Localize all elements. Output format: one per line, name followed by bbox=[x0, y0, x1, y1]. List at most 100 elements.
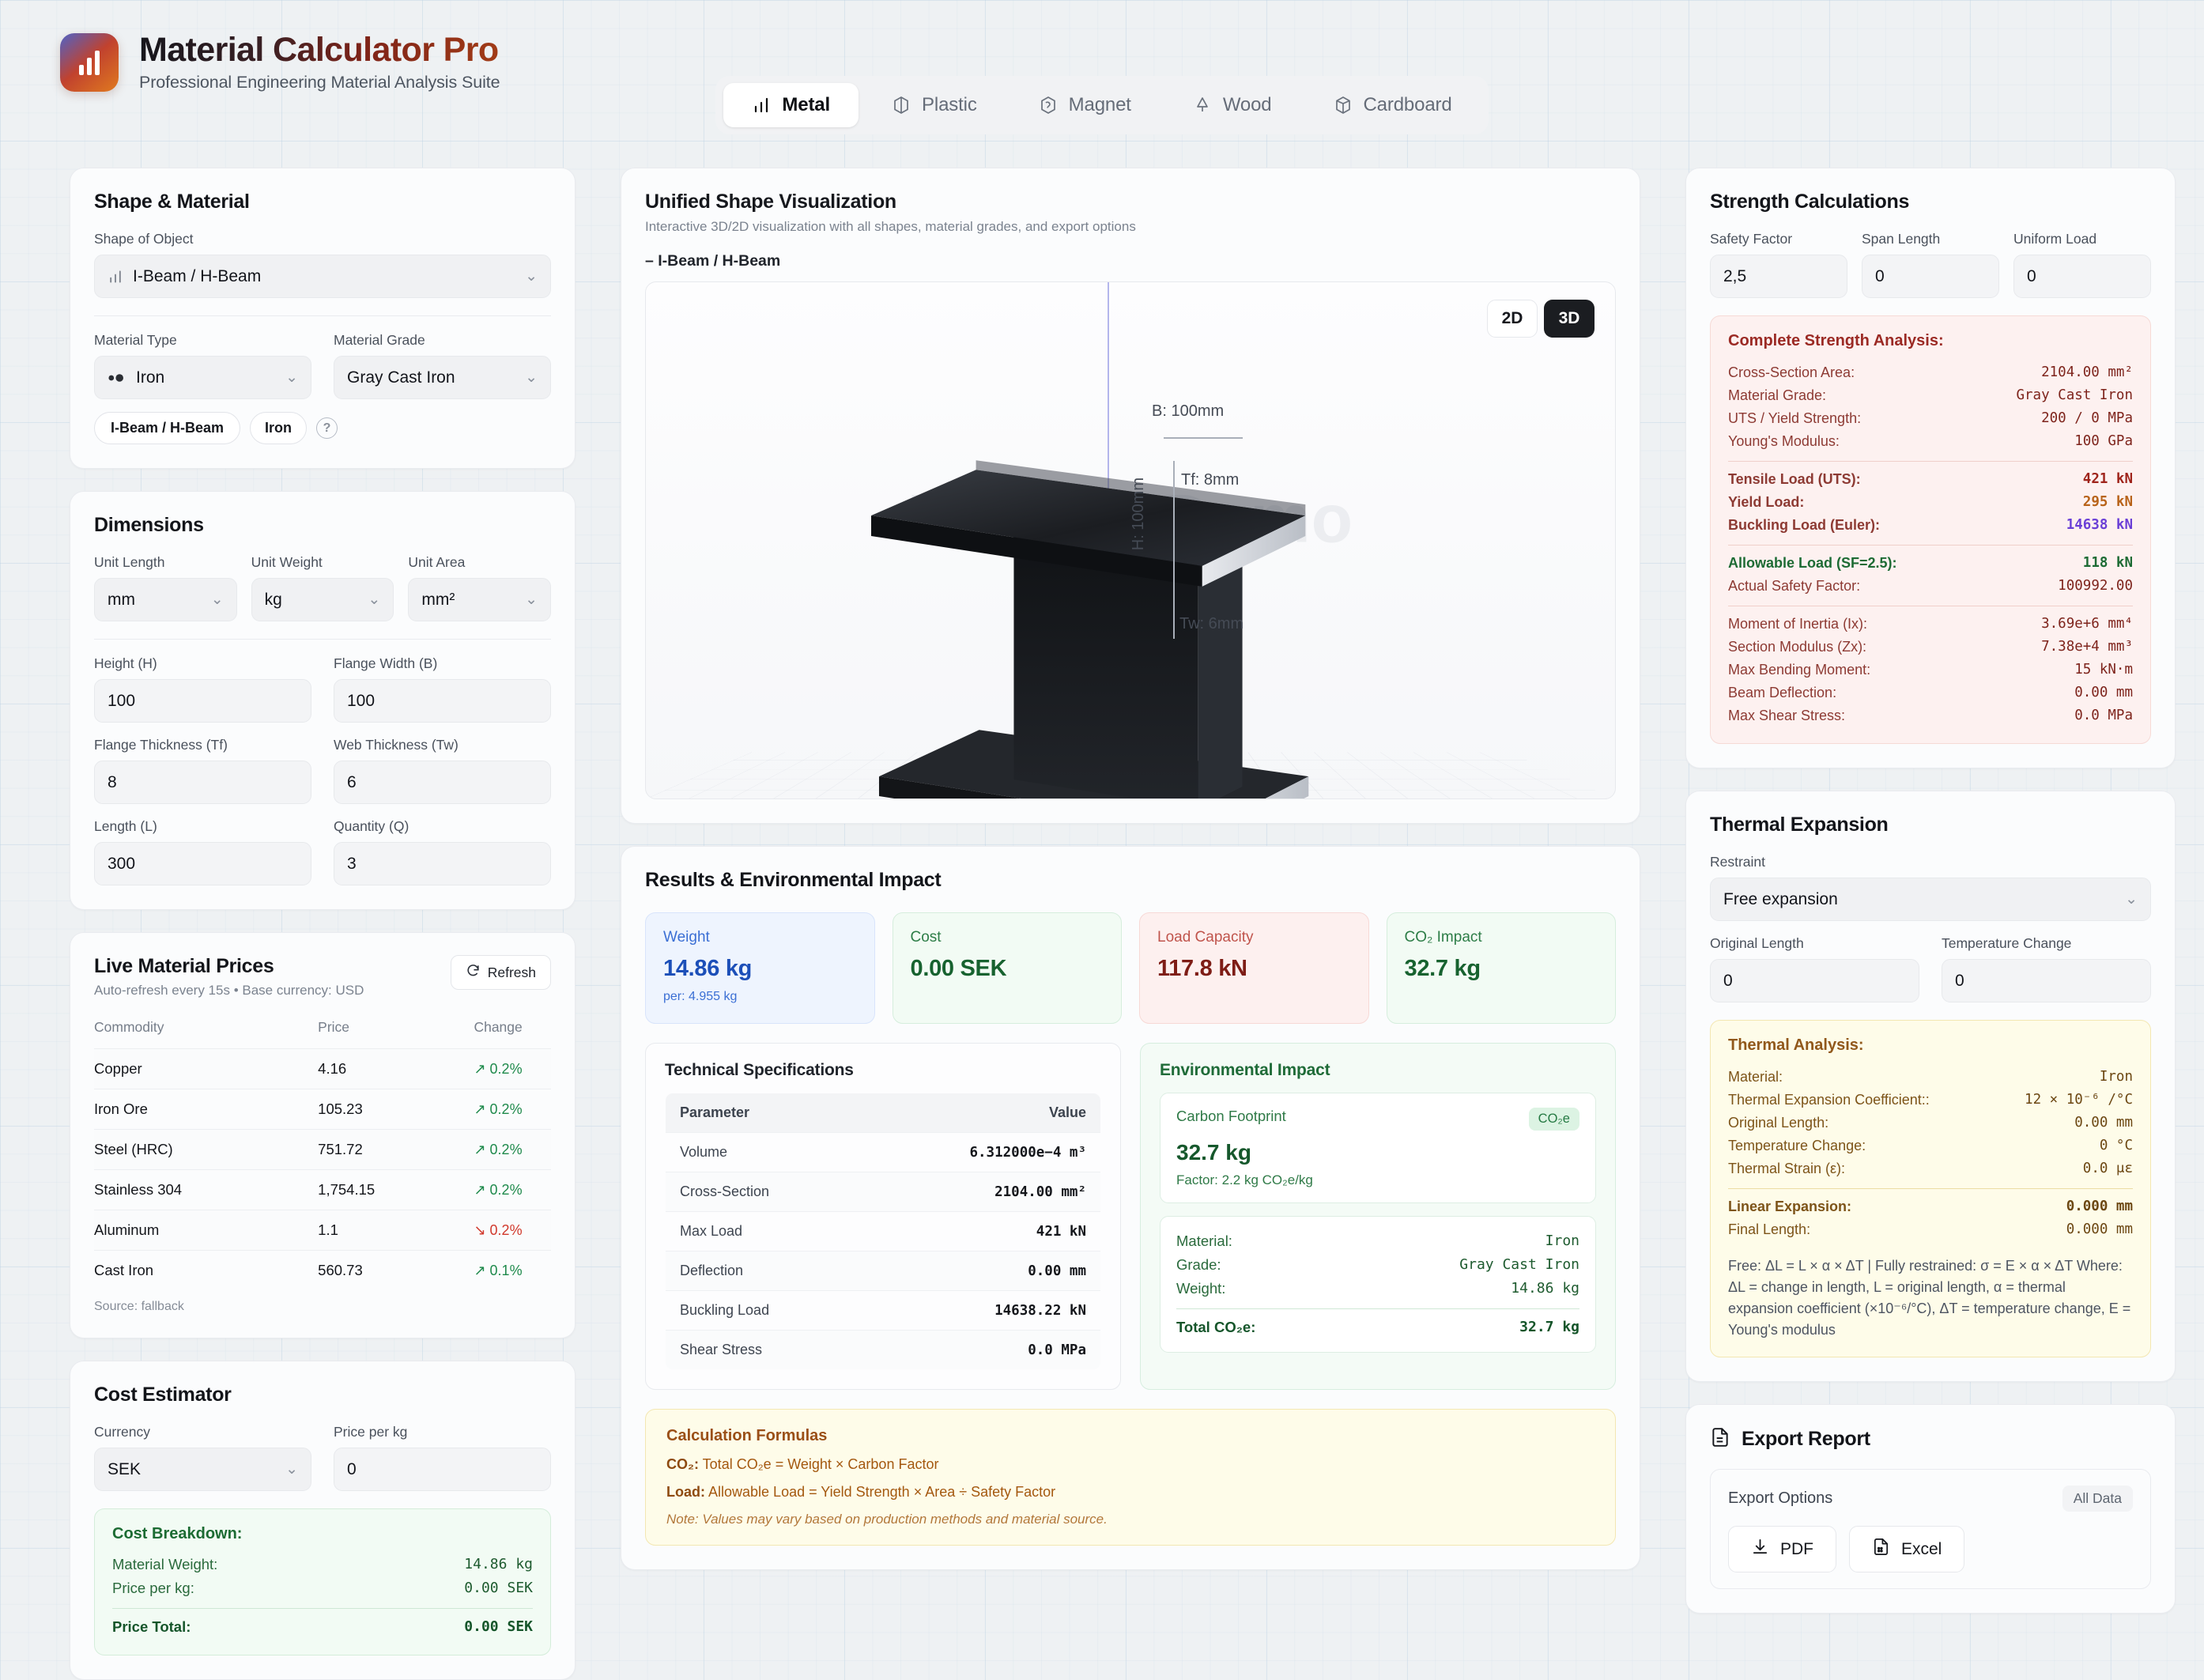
cell-change: ↘ 0.2% bbox=[423, 1210, 551, 1251]
unit-length-select[interactable]: mm ⌄ bbox=[94, 578, 237, 621]
strength-row: Yield Load: 295 kN bbox=[1728, 494, 2133, 510]
card-title: Cost Estimator bbox=[94, 1384, 232, 1406]
cost-estimator-card: Cost Estimator Currency SEK ⌄ Price per … bbox=[70, 1361, 576, 1680]
flange-thickness-input[interactable]: 8 bbox=[94, 761, 311, 804]
refresh-button[interactable]: Refresh bbox=[450, 955, 551, 990]
unit-area-select[interactable]: mm² ⌄ bbox=[408, 578, 551, 621]
unit-weight-select[interactable]: kg ⌄ bbox=[251, 578, 394, 621]
visualization-shape-caption: – I-Beam / H-Beam bbox=[645, 252, 781, 270]
env-row: Grade: Gray Cast Iron bbox=[1176, 1256, 1579, 1273]
tech-spec-title: Technical Specifications bbox=[665, 1061, 854, 1079]
tab-metal[interactable]: Metal bbox=[723, 83, 859, 127]
dimension-line-b bbox=[1164, 437, 1243, 439]
stat-weight: Weight 14.86 kg per: 4.955 kg bbox=[645, 912, 875, 1024]
export-report-card: Export Report Export Options All Data PD… bbox=[1685, 1404, 2176, 1614]
strength-row: Buckling Load (Euler): 14638 kN bbox=[1728, 517, 2133, 533]
shape-of-object-select[interactable]: I-Beam / H-Beam ⌄ bbox=[94, 255, 551, 298]
tab-wood[interactable]: Wood bbox=[1164, 83, 1300, 127]
strength-row: Beam Deflection: 0.00 mm bbox=[1728, 685, 2133, 700]
stat-load-capacity: Load Capacity 117.8 kN bbox=[1139, 912, 1369, 1024]
material-grade-select[interactable]: Gray Cast Iron ⌄ bbox=[334, 356, 551, 399]
main-layout: Shape & Material Shape of Object I-Beam … bbox=[0, 134, 2204, 1680]
prices-source: Source: fallback bbox=[94, 1300, 184, 1313]
original-length-input[interactable]: 0 bbox=[1710, 959, 1919, 1002]
col-price: Price bbox=[318, 1019, 350, 1035]
calculation-formulas-box: Calculation Formulas CO₂: Total CO₂e = W… bbox=[645, 1409, 1616, 1546]
live-prices-subtitle: Auto-refresh every 15s • Base currency: … bbox=[94, 983, 364, 998]
shape-viewport[interactable]: Maxam Demo 2D 3D bbox=[645, 281, 1616, 799]
quantity-input[interactable]: 3 bbox=[334, 842, 551, 885]
strength-row: Moment of Inertia (Ix): 3.69e+6 mm⁴ bbox=[1728, 606, 2133, 636]
help-icon[interactable]: ? bbox=[316, 417, 338, 439]
material-grade-value: Gray Cast Iron bbox=[347, 368, 455, 387]
unit-weight-label: Unit Weight bbox=[251, 554, 323, 570]
app-header: Material Calculator Pro Professional Eng… bbox=[0, 0, 2204, 104]
bar-chart-icon bbox=[752, 96, 771, 115]
chevron-down-icon: ⌄ bbox=[285, 1461, 298, 1478]
strength-calculations-card: Strength Calculations Safety Factor 2,5 … bbox=[1685, 168, 2176, 768]
table-row: Buckling Load 14638.22 kN bbox=[666, 1290, 1100, 1331]
uniform-load-input[interactable]: 0 bbox=[2013, 255, 2151, 298]
strength-row: Section Modulus (Zx): 7.38e+4 mm³ bbox=[1728, 639, 2133, 655]
strength-row: Cross-Section Area: 2104.00 mm² bbox=[1728, 364, 2133, 380]
thermal-row: Linear Expansion: 0.000 mm bbox=[1728, 1188, 2133, 1218]
chevron-down-icon: ⌄ bbox=[525, 591, 538, 608]
unit-area-label: Unit Area bbox=[408, 554, 466, 570]
card-title: Results & Environmental Impact bbox=[645, 869, 942, 891]
height-input[interactable]: 100 bbox=[94, 679, 311, 723]
dimension-label-h: H: 100mm bbox=[1130, 478, 1147, 551]
atom-icon bbox=[108, 372, 126, 384]
i-beam-3d-model bbox=[871, 460, 1309, 798]
col-value: Value bbox=[860, 1093, 1100, 1133]
visualization-subtitle: Interactive 3D/2D visualization with all… bbox=[645, 219, 1136, 234]
toggle-2d-button[interactable]: 2D bbox=[1487, 300, 1538, 338]
flange-width-label: Flange Width (B) bbox=[334, 655, 438, 671]
table-row: Cast Iron 560.73 ↗ 0.1% bbox=[94, 1250, 551, 1290]
currency-select[interactable]: SEK ⌄ bbox=[94, 1448, 311, 1491]
cell-commodity: Steel (HRC) bbox=[94, 1129, 208, 1170]
web-thickness-input[interactable]: 6 bbox=[334, 761, 551, 804]
restraint-select[interactable]: Free expansion ⌄ bbox=[1710, 878, 2151, 921]
export-excel-label: Excel bbox=[1901, 1539, 1942, 1558]
web-thickness-label: Web Thickness (Tw) bbox=[334, 737, 459, 753]
tab-magnet[interactable]: Magnet bbox=[1010, 83, 1160, 127]
chevron-down-icon: ⌄ bbox=[2125, 891, 2138, 908]
chip-shape: I-Beam / H-Beam bbox=[94, 412, 241, 444]
cell-change: ↗ 0.2% bbox=[423, 1129, 551, 1170]
export-pdf-button[interactable]: PDF bbox=[1728, 1526, 1836, 1572]
dimension-label-tw: Tw: 6mm bbox=[1179, 615, 1244, 632]
all-data-badge: All Data bbox=[2062, 1486, 2133, 1512]
price-per-kg-input[interactable]: 0 bbox=[334, 1448, 551, 1491]
span-length-input[interactable]: 0 bbox=[1862, 255, 1999, 298]
col-commodity: Commodity bbox=[94, 1019, 164, 1035]
material-type-select[interactable]: Iron ⌄ bbox=[94, 356, 311, 399]
package-icon bbox=[1334, 96, 1353, 115]
table-row: Iron Ore 105.23 ↗ 0.2% bbox=[94, 1089, 551, 1130]
flange-thickness-label: Flange Thickness (Tf) bbox=[94, 737, 228, 753]
co2e-badge: CO₂e bbox=[1528, 1108, 1579, 1131]
flange-width-input[interactable]: 100 bbox=[334, 679, 551, 723]
formulas-title: Calculation Formulas bbox=[666, 1427, 828, 1444]
toggle-3d-button[interactable]: 3D bbox=[1544, 300, 1595, 338]
col-change: Change bbox=[474, 1019, 523, 1035]
chevron-down-icon: ⌄ bbox=[285, 369, 298, 386]
length-input[interactable]: 300 bbox=[94, 842, 311, 885]
unit-length-label: Unit Length bbox=[94, 554, 165, 570]
tab-cardboard[interactable]: Cardboard bbox=[1305, 83, 1481, 127]
table-row: Copper 4.16 ↗ 0.2% bbox=[94, 1048, 551, 1089]
stats-row: Weight 14.86 kg per: 4.955 kg Cost 0.00 … bbox=[645, 912, 1616, 1024]
card-title: Strength Calculations bbox=[1710, 191, 1910, 213]
refresh-icon bbox=[466, 963, 481, 982]
download-icon bbox=[1751, 1538, 1769, 1561]
export-excel-button[interactable]: Excel bbox=[1849, 1526, 1965, 1572]
export-pdf-label: PDF bbox=[1780, 1539, 1813, 1558]
tab-plastic[interactable]: Plastic bbox=[863, 83, 1006, 127]
safety-factor-input[interactable]: 2,5 bbox=[1710, 255, 1847, 298]
currency-label: Currency bbox=[94, 1424, 150, 1440]
temperature-change-input[interactable]: 0 bbox=[1942, 959, 2151, 1002]
thermal-formula-note: Free: ΔL = L × α × ΔT | Fully restrained… bbox=[1728, 1258, 2131, 1338]
formula-co2: CO₂: Total CO₂e = Weight × Carbon Factor bbox=[666, 1456, 939, 1472]
height-label: Height (H) bbox=[94, 655, 157, 671]
tab-label: Plastic bbox=[922, 94, 977, 115]
cell-price: 1.1 bbox=[207, 1210, 424, 1251]
